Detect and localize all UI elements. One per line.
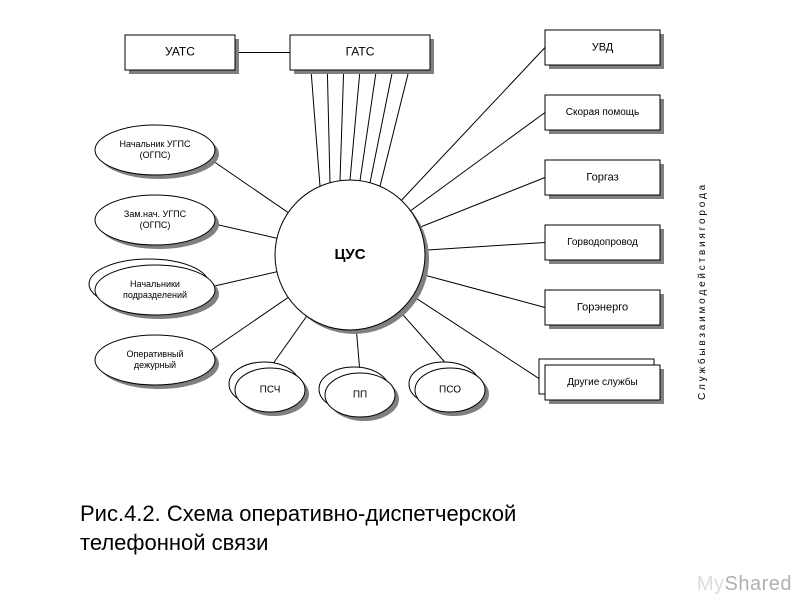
svg-text:Горэнерго: Горэнерго [577, 301, 628, 313]
caption-line1: Рис.4.2. Схема оперативно-диспетчерской [80, 501, 516, 526]
watermark-dark: Shared [725, 573, 793, 595]
svg-text:Другие службы: Другие службы [567, 376, 637, 388]
svg-text:Начальник УГПС: Начальник УГПС [120, 139, 191, 149]
figure-caption: Рис.4.2. Схема оперативно-диспетчерской … [80, 500, 516, 557]
svg-text:Оперативный: Оперативный [126, 349, 183, 359]
caption-line2: телефонной связи [80, 530, 268, 555]
svg-text:Скорая помощь: Скорая помощь [566, 107, 639, 118]
svg-text:Начальники: Начальники [130, 279, 180, 289]
svg-text:ПСЧ: ПСЧ [260, 385, 281, 396]
watermark: MyShared [697, 573, 792, 596]
svg-text:УАТС: УАТС [165, 45, 195, 59]
svg-text:подразделений: подразделений [123, 290, 187, 300]
svg-text:(ОГПС): (ОГПС) [140, 220, 171, 230]
svg-text:Зам.нач. УГПС: Зам.нач. УГПС [124, 209, 187, 219]
svg-text:ЦУС: ЦУС [334, 246, 365, 263]
svg-text:(ОГПС): (ОГПС) [140, 150, 171, 160]
svg-text:ПП: ПП [353, 390, 367, 401]
svg-text:УВД: УВД [592, 41, 614, 53]
svg-text:ПСО: ПСО [439, 385, 461, 396]
svg-text:С л у ж б ы в з а и м о д е: С л у ж б ы в з а и м о д е й с т в и я … [696, 184, 708, 400]
svg-text:Горгаз: Горгаз [586, 171, 618, 183]
svg-text:ГАТС: ГАТС [346, 45, 375, 59]
diagram-canvas: ЦУС УАТС ГАТС УВД Скорая помощь Горгаз Горводо… [0, 0, 800, 480]
svg-text:Горводопровод: Горводопровод [567, 237, 638, 248]
watermark-light: My [697, 573, 725, 595]
svg-text:дежурный: дежурный [134, 360, 176, 370]
